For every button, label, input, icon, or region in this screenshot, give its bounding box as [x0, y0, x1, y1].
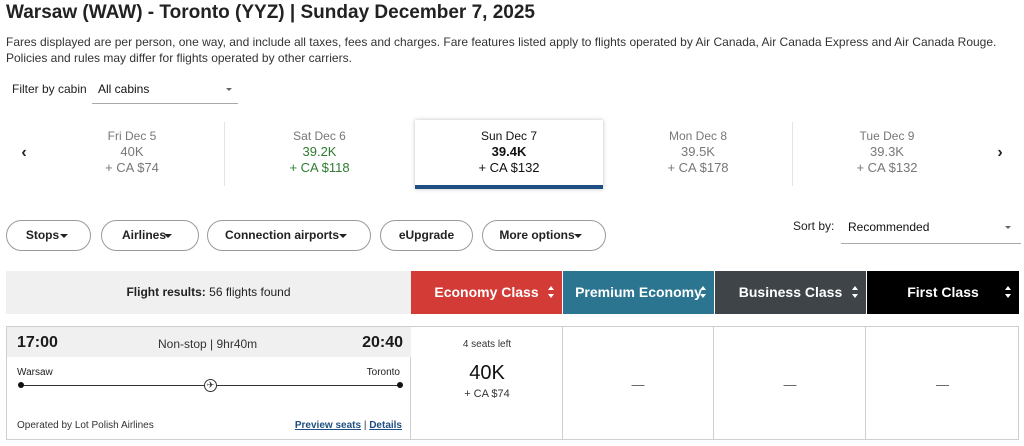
flight-results-label: Flight results:: [126, 285, 206, 299]
sort-select[interactable]: Recommended: [841, 213, 1021, 244]
flight-duration: Non-stop | 9hr40m: [158, 337, 258, 351]
date-day: Tue Dec 9: [859, 129, 915, 143]
sort-arrows-icon: [852, 286, 860, 300]
airplane-icon: ✈: [204, 379, 217, 392]
origin-city: Warsaw: [17, 367, 53, 378]
details-link[interactable]: Details: [369, 420, 402, 431]
date-points: 40K: [120, 144, 144, 159]
date-points: 39.4K: [491, 144, 527, 159]
cabin-header-label: First Class: [907, 284, 979, 300]
cabin-filter-select[interactable]: All cabins: [92, 77, 238, 104]
fare-business: —: [715, 327, 866, 439]
cabin-filter-value: All cabins: [98, 82, 150, 96]
caret-down-icon: [339, 234, 347, 238]
caret-down-icon: [60, 234, 68, 238]
date-cash: + CA $132: [856, 160, 918, 175]
arrival-time: 20:40: [362, 334, 403, 351]
sort-label: Sort by:: [793, 219, 835, 233]
cabin-header-business[interactable]: Business Class: [715, 271, 866, 314]
fare-economy[interactable]: 4 seats left 40K + CA $74: [412, 327, 563, 439]
eupgrade-filter-label: eUpgrade: [398, 228, 455, 242]
cabin-header-first[interactable]: First Class: [867, 271, 1019, 314]
chevron-left-icon[interactable]: ‹: [21, 144, 27, 161]
date-points: 39.2K: [302, 144, 337, 159]
operated-by: Operated by Lot Polish Airlines: [17, 420, 154, 431]
date-day: Mon Dec 8: [668, 129, 728, 143]
date-day: Sun Dec 7: [480, 129, 538, 143]
date-points: 39.3K: [870, 144, 904, 159]
sort-arrows-icon: [700, 286, 708, 300]
chevron-right-icon[interactable]: ›: [997, 144, 1003, 161]
sort-arrows-icon: [548, 286, 556, 300]
flight-result-row: 17:00 Non-stop | 9hr40m 20:40 Warsaw Tor…: [6, 326, 1019, 440]
page-title: Warsaw (WAW) - Toronto (YYZ) | Sunday De…: [6, 2, 535, 23]
preview-seats-link[interactable]: Preview seats: [294, 420, 362, 431]
date-cash: + CA $74: [105, 160, 159, 175]
chevron-down-icon: [226, 88, 232, 91]
cabin-header-economy[interactable]: Economy Class: [411, 271, 562, 314]
flight-summary-bar: 17:00 Non-stop | 9hr40m 20:40: [7, 327, 411, 357]
airlines-filter-label: Airlines: [121, 228, 166, 242]
origin-dot: [18, 382, 24, 388]
cabin-header-premium-economy[interactable]: Premium Economy: [563, 271, 714, 314]
fare-cash: + CA $74: [464, 388, 510, 400]
date-option-dec-9[interactable]: Tue Dec 9 39.3K + CA $132: [793, 120, 981, 188]
connection-airports-filter-label: Connection airports: [224, 228, 339, 242]
date-option-dec-5[interactable]: Fri Dec 5 40K + CA $74: [40, 120, 224, 188]
date-selector: ‹ Fri Dec 5 40K + CA $74 Sat Dec 6 39.2K…: [0, 120, 1024, 192]
fare-unavailable: —: [936, 377, 949, 392]
date-cash: + CA $178: [667, 160, 729, 175]
date-points: 39.5K: [681, 144, 715, 159]
flight-links: Preview seats | Details: [295, 420, 402, 431]
flight-results-header: Flight results: 56 flights found: [6, 271, 411, 314]
sort-arrows-icon: [1005, 286, 1013, 300]
connection-airports-filter-button[interactable]: Connection airports: [207, 220, 371, 251]
date-option-dec-8[interactable]: Mon Dec 8 39.5K + CA $178: [604, 120, 792, 188]
caret-down-icon: [574, 234, 582, 238]
date-cash: + CA $132: [478, 160, 540, 175]
date-cash: + CA $118: [289, 160, 350, 175]
cabin-header-label: Business Class: [738, 284, 843, 300]
date-divider: [224, 122, 225, 186]
destination-city: Toronto: [366, 367, 400, 378]
date-option-dec-7-selected[interactable]: Sun Dec 7 39.4K + CA $132: [415, 120, 603, 189]
fare-unavailable: —: [631, 377, 645, 392]
date-option-dec-6[interactable]: Sat Dec 6 39.2K + CA $118: [225, 120, 414, 188]
more-options-button[interactable]: More options: [482, 220, 606, 251]
fare-first: —: [867, 327, 1018, 439]
fare-unavailable: —: [783, 377, 797, 392]
departure-time: 17:00: [17, 334, 58, 351]
caret-down-icon: [164, 234, 172, 238]
airlines-filter-button[interactable]: Airlines: [101, 220, 199, 251]
fare-points: 40K: [469, 362, 505, 384]
destination-dot: [397, 382, 403, 388]
chevron-down-icon: [1005, 226, 1011, 229]
date-day: Sat Dec 6: [293, 129, 346, 143]
date-divider: [792, 122, 793, 186]
flight-results-count: 56 flights found: [209, 285, 291, 299]
link-separator: |: [363, 420, 367, 431]
date-day: Fri Dec 5: [107, 129, 157, 143]
seats-left: 4 seats left: [462, 339, 512, 350]
cabin-header-label: Premium Economy: [575, 284, 702, 300]
cabin-filter-label: Filter by cabin: [12, 82, 87, 96]
more-options-label: More options: [499, 228, 575, 242]
eupgrade-filter-button[interactable]: eUpgrade: [380, 220, 473, 251]
sort-value: Recommended: [848, 220, 930, 234]
cabin-header-label: Economy Class: [434, 284, 539, 300]
stops-filter-label: Stops: [25, 228, 60, 242]
fare-premium-economy: —: [563, 327, 714, 439]
fare-notice: Fares displayed are per person, one way,…: [6, 35, 997, 65]
flight-info: 17:00 Non-stop | 9hr40m 20:40 Warsaw Tor…: [7, 327, 411, 439]
stops-filter-button[interactable]: Stops: [6, 220, 91, 251]
